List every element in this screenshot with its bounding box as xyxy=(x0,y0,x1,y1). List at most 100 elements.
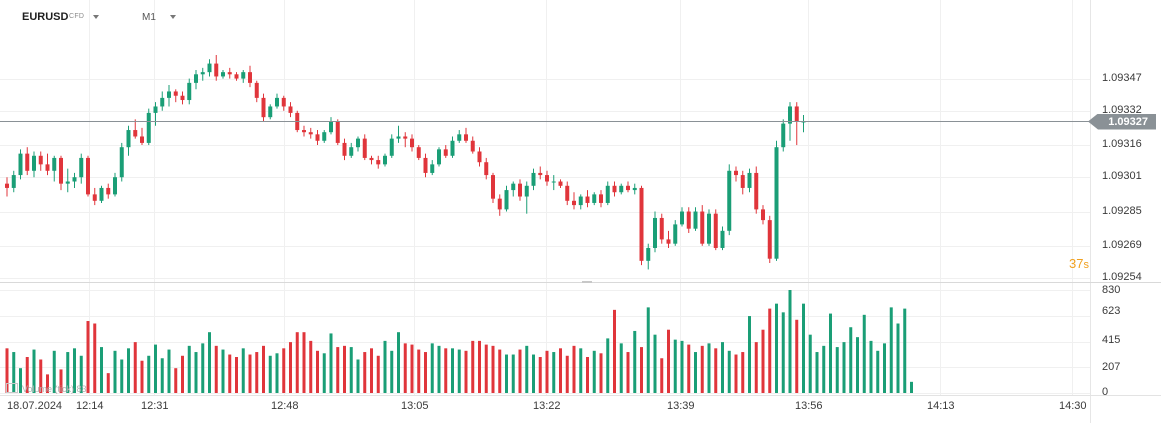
candle-body xyxy=(59,157,63,184)
candle-body xyxy=(221,72,225,77)
candle-body xyxy=(410,138,414,148)
candle-body xyxy=(234,74,239,79)
volume-bar xyxy=(484,344,488,393)
candle-body xyxy=(423,157,428,173)
chart-toolbar: EURUSD CFD M1 xyxy=(0,0,1161,32)
volume-bar xyxy=(835,347,839,393)
volume-bar xyxy=(545,350,549,393)
volume-bar xyxy=(25,357,29,393)
price-axis-label: 1.09301 xyxy=(1102,170,1142,183)
volume-bar xyxy=(349,347,353,393)
candle-body xyxy=(430,164,435,173)
candle-body xyxy=(416,147,421,158)
indicator-settings-icon[interactable] xyxy=(6,383,18,393)
price-axis-label: 1.09269 xyxy=(1102,238,1142,251)
volume-bar xyxy=(842,342,846,393)
volume-bar xyxy=(619,343,623,393)
candle-body xyxy=(52,157,57,171)
timeframe-chevron-down-icon[interactable] xyxy=(170,15,176,19)
volume-bar xyxy=(39,359,43,393)
time-axis-label: 13:22 xyxy=(533,400,561,412)
candle-body xyxy=(241,72,246,79)
symbol-selector[interactable]: EURUSD xyxy=(22,11,69,23)
volume-bar xyxy=(552,352,556,393)
volume-bar xyxy=(626,352,630,393)
volume-bar xyxy=(86,321,90,393)
volume-bar xyxy=(653,334,657,393)
candle-body xyxy=(693,211,698,229)
candle-body xyxy=(38,155,43,165)
candle-body xyxy=(484,162,489,176)
volume-bar xyxy=(883,343,886,393)
volume-legend: Volume (tick) 83 xyxy=(22,384,87,394)
time-axis-label: 18.07.2024 xyxy=(7,400,63,412)
symbol-chevron-down-icon[interactable] xyxy=(93,15,99,19)
volume-bar xyxy=(741,352,745,393)
volume-bar xyxy=(356,359,360,393)
volume-bar xyxy=(869,340,873,393)
candle-body xyxy=(308,132,313,135)
volume-bar xyxy=(66,352,70,393)
volume-bar xyxy=(559,348,562,393)
volume-bar xyxy=(889,307,893,393)
volume-bar xyxy=(383,340,387,393)
volume-bar xyxy=(194,352,198,393)
candle-body xyxy=(99,187,104,201)
volume-bar xyxy=(140,360,144,393)
volume-bar xyxy=(876,350,880,393)
volume-bar xyxy=(646,307,650,393)
candle-body xyxy=(173,91,178,96)
candle-body xyxy=(92,194,97,201)
candle-body xyxy=(788,106,792,124)
volume-bar xyxy=(754,342,758,393)
volume-bar xyxy=(613,309,616,393)
volume-bar xyxy=(154,344,157,393)
volume-bar xyxy=(363,352,367,393)
candle-body xyxy=(551,181,556,183)
volume-bar xyxy=(457,349,461,393)
candle-body xyxy=(133,130,138,137)
volume-bar xyxy=(295,332,299,393)
volume-bar xyxy=(471,340,475,393)
volume-bar xyxy=(680,340,684,393)
volume-bar xyxy=(329,333,333,393)
pane-resize-handle[interactable] xyxy=(582,281,592,283)
volume-bar xyxy=(268,355,272,393)
volume-bar xyxy=(262,345,265,393)
volume-bar xyxy=(687,344,691,393)
timeframe-selector[interactable]: M1 xyxy=(142,12,156,23)
time-axis-label: 13:39 xyxy=(667,400,695,412)
candle-body xyxy=(261,97,266,118)
candle-body xyxy=(180,95,185,101)
volume-bar xyxy=(106,373,110,393)
candle-body xyxy=(126,130,131,148)
candle-body xyxy=(680,211,684,225)
volume-bar xyxy=(721,342,724,393)
volume-bar xyxy=(376,355,380,393)
volume-bar xyxy=(370,348,373,393)
volume-bar xyxy=(120,359,124,393)
volume-bar xyxy=(235,357,238,393)
candle-body xyxy=(106,187,111,195)
candle-body xyxy=(302,130,306,133)
candle-body xyxy=(369,157,374,161)
price-axis-label: 1.09332 xyxy=(1102,103,1142,116)
candle-body xyxy=(477,151,482,163)
volume-bar xyxy=(417,349,421,393)
candle-body xyxy=(315,134,320,141)
volume-bar xyxy=(248,354,252,393)
candle-body xyxy=(32,155,36,171)
candle-body xyxy=(639,187,644,261)
candle-body xyxy=(79,157,84,178)
volume-bar xyxy=(815,352,819,393)
candle-body xyxy=(5,183,9,188)
volume-bar xyxy=(59,369,63,393)
volume-bar xyxy=(599,353,603,393)
volume-bar xyxy=(73,348,76,393)
volume-bar xyxy=(167,349,171,393)
candle-body xyxy=(774,147,779,259)
candle-body xyxy=(558,181,563,186)
candle-body xyxy=(25,153,30,171)
candle-body xyxy=(565,185,570,201)
